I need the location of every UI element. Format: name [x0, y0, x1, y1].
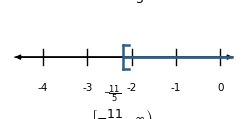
Text: 0: 0	[217, 83, 224, 93]
Text: -2: -2	[127, 83, 137, 93]
Text: $k \geq -\dfrac{11}{5}$: $k \geq -\dfrac{11}{5}$	[94, 0, 149, 6]
Text: -4: -4	[38, 83, 48, 93]
Text: -1: -1	[171, 83, 181, 93]
Text: $\left[-\dfrac{11}{5},\ \infty\right)$: $\left[-\dfrac{11}{5},\ \infty\right)$	[91, 107, 152, 119]
Text: $-\!\dfrac{11}{5}$: $-\!\dfrac{11}{5}$	[103, 83, 122, 104]
Text: -3: -3	[82, 83, 93, 93]
